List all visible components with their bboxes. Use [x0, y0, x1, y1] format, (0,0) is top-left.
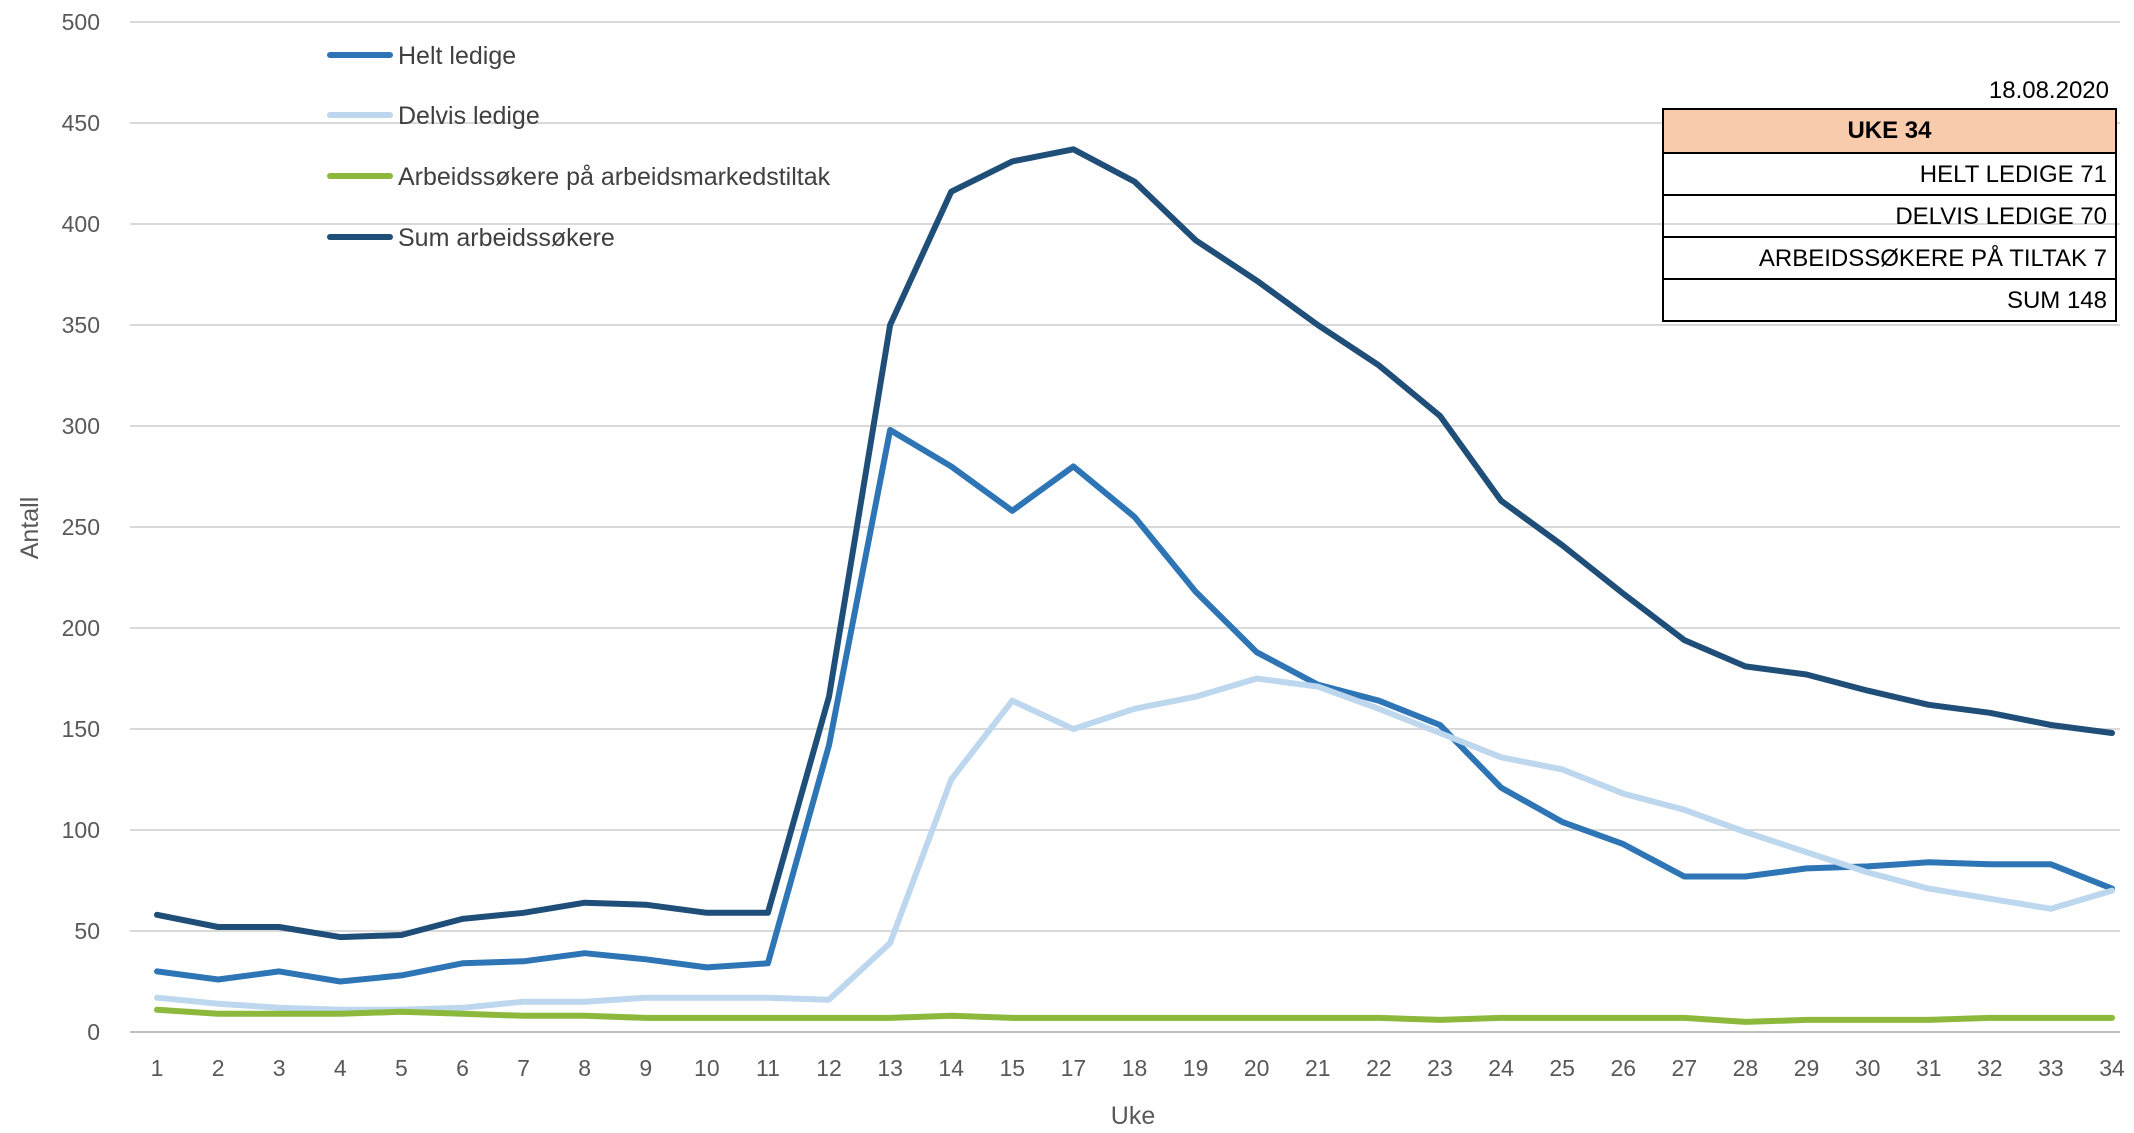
x-tick-label: 10 — [694, 1055, 720, 1081]
x-axis-label: Uke — [1111, 1102, 1155, 1130]
x-tick-label: 27 — [1672, 1055, 1698, 1081]
y-tick-label: 0 — [87, 1019, 100, 1045]
x-tick-label: 18 — [1122, 1055, 1148, 1081]
x-tick-label: 28 — [1733, 1055, 1759, 1081]
x-tick-label: 19 — [1183, 1055, 1209, 1081]
y-axis-label: Antall — [16, 497, 44, 560]
legend: Helt ledige Delvis ledige Arbeidssøkere på… — [327, 42, 831, 252]
x-tick-label: 11 — [756, 1055, 780, 1081]
legend-entry: Delvis ledige — [398, 102, 540, 130]
summary-box: 18.08.2020 UKE 34 HELT LEDIGE 71 DELVIS … — [1662, 74, 2117, 322]
x-tick-label: 3 — [273, 1055, 286, 1081]
x-tick-label: 23 — [1427, 1055, 1453, 1081]
x-tick-label: 34 — [2099, 1055, 2125, 1081]
summary-row-tiltak: ARBEIDSSØKERE PÅ TILTAK 7 — [1664, 236, 2115, 278]
x-tick-label: 31 — [1916, 1055, 1942, 1081]
x-tick-label: 9 — [639, 1055, 652, 1081]
x-tick-label: 4 — [334, 1055, 347, 1081]
x-tick-label: 30 — [1855, 1055, 1881, 1081]
x-tick-label: 24 — [1488, 1055, 1514, 1081]
x-tick-label: 25 — [1549, 1055, 1575, 1081]
x-tick-label: 15 — [1000, 1055, 1026, 1081]
y-tick-label: 400 — [62, 211, 100, 237]
series-line-0 — [154, 427, 2115, 985]
y-tick-label: 100 — [62, 817, 100, 843]
y-axis-ticks: 0 50 100 150 200 250 300 350 400 450 500 — [62, 9, 100, 1045]
x-tick-label: 17 — [1061, 1055, 1087, 1081]
y-tick-label: 50 — [74, 918, 100, 944]
y-tick-label: 300 — [62, 413, 100, 439]
y-tick-label: 500 — [62, 9, 100, 35]
summary-row-helt-ledige: HELT LEDIGE 71 — [1664, 152, 2115, 194]
x-tick-label: 29 — [1794, 1055, 1820, 1081]
series-line-2 — [154, 1006, 2115, 1025]
y-tick-label: 350 — [62, 312, 100, 338]
x-tick-label: 12 — [816, 1055, 842, 1081]
x-tick-label: 13 — [877, 1055, 903, 1081]
x-tick-label: 26 — [1610, 1055, 1636, 1081]
summary-row-delvis-ledige: DELVIS LEDIGE 70 — [1664, 194, 2115, 236]
x-tick-label: 33 — [2038, 1055, 2064, 1081]
legend-entry: Arbeidssøkere på arbeidsmarkedstiltak — [398, 163, 831, 191]
summary-table: UKE 34 HELT LEDIGE 71 DELVIS LEDIGE 70 A… — [1662, 108, 2117, 322]
x-tick-label: 2 — [212, 1055, 225, 1081]
y-tick-label: 200 — [62, 615, 100, 641]
x-tick-label: 14 — [938, 1055, 964, 1081]
x-tick-label: 7 — [517, 1055, 530, 1081]
x-tick-label: 1 — [151, 1055, 164, 1081]
legend-entry: Helt ledige — [398, 42, 516, 70]
y-tick-label: 250 — [62, 514, 100, 540]
summary-row-sum: SUM 148 — [1664, 278, 2115, 320]
y-tick-label: 150 — [62, 716, 100, 742]
series-lines — [154, 146, 2115, 1025]
y-tick-label: 450 — [62, 110, 100, 136]
summary-date: 18.08.2020 — [1988, 77, 2109, 104]
x-tick-label: 32 — [1977, 1055, 2003, 1081]
legend-entry: Sum arbeidssøkere — [398, 224, 615, 252]
x-axis-ticks: 1 2 3 4 5 6 7 8 9 10 11 12 13 14 15 17 18 19 20 21 22 23 24 25 2… — [151, 1055, 2125, 1081]
x-tick-label: 5 — [395, 1055, 408, 1081]
series-line-3 — [154, 146, 2115, 941]
series-line-1 — [154, 675, 2115, 1013]
x-tick-label: 21 — [1305, 1055, 1331, 1081]
summary-week-header: UKE 34 — [1664, 110, 2115, 152]
x-tick-label: 22 — [1366, 1055, 1392, 1081]
x-tick-label: 6 — [456, 1055, 469, 1081]
x-tick-label: 20 — [1244, 1055, 1270, 1081]
x-tick-label: 8 — [578, 1055, 591, 1081]
